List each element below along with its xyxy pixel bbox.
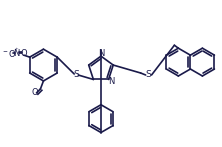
Text: N: N (98, 49, 104, 58)
Text: N: N (108, 77, 115, 86)
Text: $^+$: $^+$ (14, 47, 20, 52)
Text: S: S (146, 71, 151, 80)
Text: S: S (73, 71, 79, 80)
Text: N: N (14, 49, 20, 58)
Text: O: O (20, 49, 27, 58)
Text: $^-$O: $^-$O (1, 48, 17, 59)
Text: O: O (31, 88, 38, 97)
